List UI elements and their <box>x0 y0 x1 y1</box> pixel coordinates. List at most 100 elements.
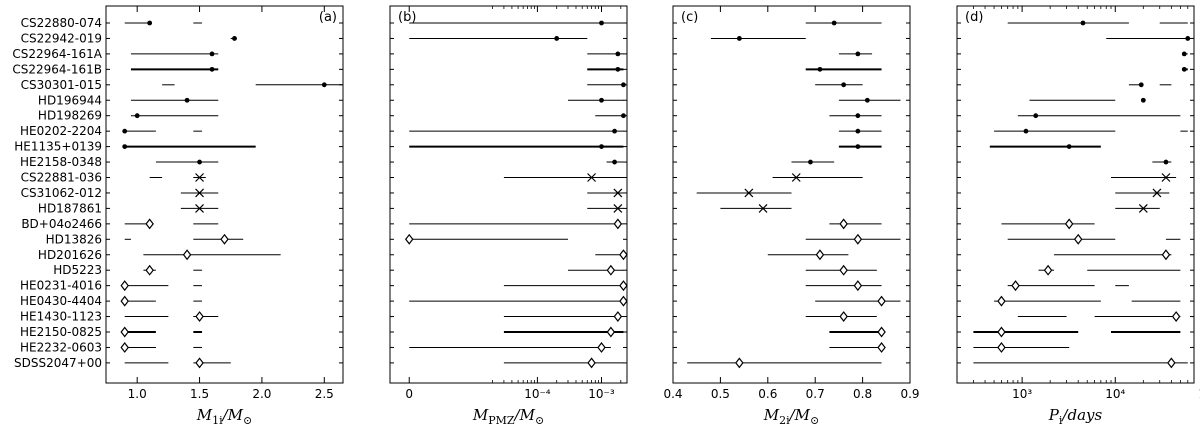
x-tick-label: 0.6 <box>758 387 777 401</box>
data-point <box>855 51 861 57</box>
data-point <box>613 188 623 198</box>
data-point <box>195 357 204 369</box>
data-point <box>209 66 215 72</box>
data-point <box>1152 188 1162 198</box>
x-tick-label: 10⁵ <box>1198 387 1200 401</box>
data-point <box>877 326 886 338</box>
data-point <box>621 82 626 88</box>
data-point <box>587 357 596 369</box>
data-point <box>606 326 616 338</box>
data-point <box>808 159 813 165</box>
star-label: HE1430-1123 <box>20 310 102 324</box>
data-point <box>615 66 621 72</box>
data-point <box>839 311 848 323</box>
data-point <box>1011 280 1020 292</box>
data-point <box>147 20 153 26</box>
x-tick-label: 2.5 <box>315 387 334 401</box>
data-point <box>1138 203 1148 213</box>
data-point <box>855 144 861 150</box>
x-axis-label-suffix: /M <box>221 406 244 424</box>
data-point <box>554 36 560 41</box>
star-label: HE0231-4016 <box>20 279 102 293</box>
data-point <box>612 128 617 134</box>
data-point <box>1033 113 1039 119</box>
data-point <box>606 264 616 276</box>
data-point <box>184 97 190 103</box>
x-axis-label-main: M <box>196 406 213 424</box>
data-point <box>997 341 1006 353</box>
panel-a: 1.0 1.5 2.0 2.5 (a) M1i/M⊙ <box>105 5 344 427</box>
x-axis-label: Pi/days <box>1048 406 1103 427</box>
data-point <box>853 233 863 245</box>
star-label: HD196944 <box>38 93 102 107</box>
data-point <box>134 113 140 119</box>
panel-letter: (a) <box>319 10 337 25</box>
star-label: HE0202-2204 <box>20 124 102 138</box>
data-point <box>1023 128 1029 134</box>
x-tick-label: 10³ <box>1012 387 1032 401</box>
data-point <box>197 159 202 165</box>
data-point <box>619 280 628 292</box>
data-point <box>839 264 848 276</box>
x-tick-label: 0.8 <box>853 387 872 401</box>
data-point <box>321 82 327 88</box>
data-point <box>195 311 204 323</box>
star-label: HE1135+0139 <box>14 140 102 154</box>
data-point <box>619 295 628 307</box>
panel-frame <box>672 5 911 384</box>
data-point <box>1181 66 1187 72</box>
data-point <box>1161 173 1171 182</box>
star-label: HD198269 <box>38 109 102 123</box>
data-point <box>120 326 129 338</box>
data-point <box>587 173 596 182</box>
data-point <box>1140 97 1146 103</box>
data-point <box>122 144 128 150</box>
x-axis-label-suffix: /days <box>1060 406 1102 424</box>
star-label: CS31062-012 <box>21 186 102 200</box>
data-point <box>864 97 870 103</box>
data-point <box>877 341 886 353</box>
panel-letter: (d) <box>965 10 983 25</box>
data-point <box>831 20 837 26</box>
panel-frame <box>956 5 1195 384</box>
x-axis-label-main: M <box>763 406 780 424</box>
x-axis-label-sub: PMZ <box>488 414 515 427</box>
data-point <box>120 280 129 292</box>
x-tick-label: 1.0 <box>128 387 147 401</box>
data-point <box>599 97 604 103</box>
data-point <box>195 173 204 182</box>
data-point <box>1043 264 1053 276</box>
x-axis-label: MPMZ/M⊙ <box>472 406 544 427</box>
data-point <box>232 36 237 41</box>
panel-letter: (c) <box>681 10 698 25</box>
x-tick-label: 10⁴ <box>1105 387 1125 401</box>
star-label: CS22964-161B <box>12 62 102 76</box>
panel-c: 0.4 0.5 0.6 0.7 0.8 0.9 (c) M2i/M⊙ <box>663 5 920 427</box>
panel-d: 10³ 10⁴ 10⁵ (d) Pi/days <box>956 5 1200 427</box>
data-point <box>195 203 204 213</box>
star-label: CS22880-074 <box>21 16 102 30</box>
x-tick-label: 10⁻⁴ <box>524 387 551 401</box>
data-point <box>1138 82 1144 88</box>
data-point <box>841 82 847 88</box>
x-axis-label-sub: 2i <box>779 414 790 427</box>
data-point <box>839 218 848 230</box>
star-label: HD13826 <box>46 232 102 246</box>
panel-letter: (b) <box>398 10 416 25</box>
star-label: HE2232-0603 <box>20 340 102 354</box>
data-point <box>613 311 623 323</box>
data-point <box>877 295 886 307</box>
data-point <box>853 280 863 292</box>
x-axis-label: M1i/M⊙ <box>196 406 253 427</box>
data-point <box>599 144 604 150</box>
data-point <box>1171 311 1181 323</box>
data-point <box>1161 249 1171 261</box>
data-point <box>1181 51 1187 57</box>
x-tick-label: 0.5 <box>711 387 730 401</box>
data-point <box>145 264 154 276</box>
x-axis-label-suffix-sub: ⊙ <box>810 414 819 427</box>
star-label: SDSS2047+00 <box>14 356 102 370</box>
data-point <box>1080 20 1086 26</box>
data-point <box>997 326 1006 338</box>
star-label: HE2150-0825 <box>20 325 102 339</box>
